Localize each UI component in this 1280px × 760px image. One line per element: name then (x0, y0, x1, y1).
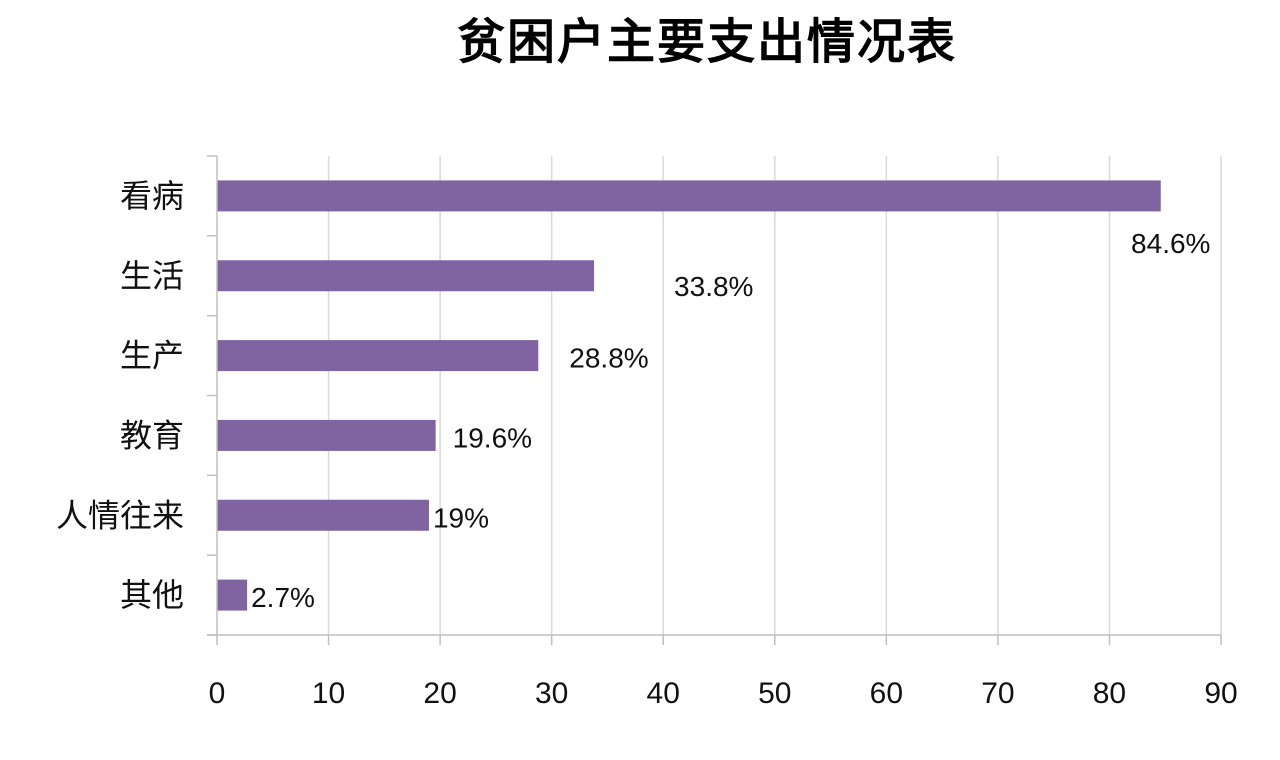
x-tick-label-80: 80 (1093, 677, 1126, 710)
data-label-2: 28.8% (569, 343, 648, 374)
x-tick-label-0: 0 (209, 677, 226, 710)
data-label-0: 84.6% (1131, 228, 1210, 259)
x-tick-label-50: 50 (758, 677, 791, 710)
x-tick-label-70: 70 (981, 677, 1014, 710)
category-label-3: 教育 (120, 416, 184, 454)
category-label-1: 生活 (120, 257, 184, 295)
x-tick-label-30: 30 (535, 677, 568, 710)
bar-3 (217, 419, 436, 451)
category-label-0: 看病 (120, 177, 184, 215)
bars (217, 180, 1161, 611)
bar-0 (217, 180, 1161, 212)
data-label-3: 19.6% (453, 422, 532, 453)
axes (207, 155, 1222, 645)
bar-5 (217, 579, 248, 611)
category-label-2: 生产 (120, 337, 184, 375)
bar-4 (217, 499, 429, 531)
category-label-4: 人情往来 (56, 496, 184, 534)
x-tick-label-10: 10 (312, 677, 345, 710)
x-tick-label-20: 20 (423, 677, 456, 710)
bar-1 (217, 260, 595, 292)
data-label-5: 2.7% (251, 582, 315, 613)
labels: 0 10 20 30 40 50 60 70 80 90 看病 84.6% 生活 33.8% 生产 28.8%… (56, 177, 1238, 710)
bar-2 (217, 340, 539, 372)
data-label-4: 19% (433, 502, 489, 533)
x-tick-label-40: 40 (647, 677, 680, 710)
category-label-5: 其他 (120, 576, 184, 614)
data-label-1: 33.8% (674, 271, 753, 302)
x-tick-label-90: 90 (1204, 677, 1237, 710)
grid-lines (327, 156, 1222, 635)
chart-title: 贫困户主要支出情况表 (456, 14, 957, 70)
x-tick-label-60: 60 (870, 677, 903, 710)
